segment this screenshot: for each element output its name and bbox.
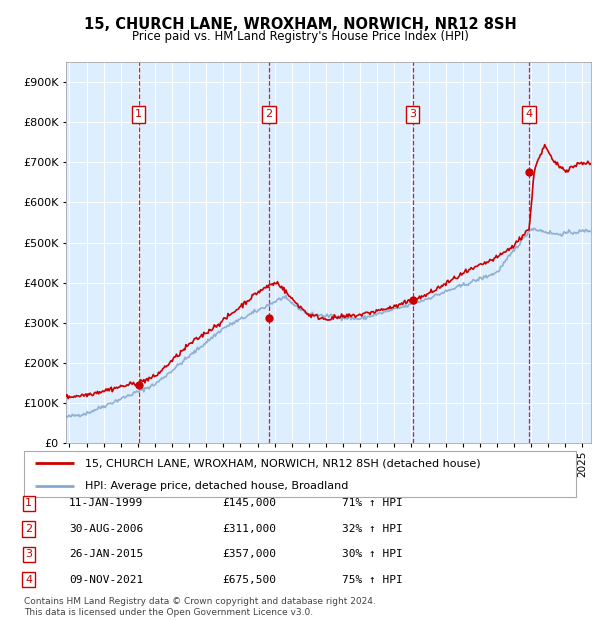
Text: HPI: Average price, detached house, Broadland: HPI: Average price, detached house, Broa… xyxy=(85,480,348,490)
Text: 30% ↑ HPI: 30% ↑ HPI xyxy=(342,549,403,559)
Text: 75% ↑ HPI: 75% ↑ HPI xyxy=(342,575,403,585)
Text: £311,000: £311,000 xyxy=(222,524,276,534)
Text: 11-JAN-1999: 11-JAN-1999 xyxy=(69,498,143,508)
Text: 3: 3 xyxy=(25,549,32,559)
Text: 1: 1 xyxy=(25,498,32,508)
Text: 15, CHURCH LANE, WROXHAM, NORWICH, NR12 8SH: 15, CHURCH LANE, WROXHAM, NORWICH, NR12 … xyxy=(83,17,517,32)
Text: 71% ↑ HPI: 71% ↑ HPI xyxy=(342,498,403,508)
Text: £357,000: £357,000 xyxy=(222,549,276,559)
Text: 2: 2 xyxy=(25,524,32,534)
Text: 32% ↑ HPI: 32% ↑ HPI xyxy=(342,524,403,534)
Text: 1: 1 xyxy=(135,109,142,119)
Text: 30-AUG-2006: 30-AUG-2006 xyxy=(69,524,143,534)
Text: 3: 3 xyxy=(409,109,416,119)
Text: £675,500: £675,500 xyxy=(222,575,276,585)
Text: 4: 4 xyxy=(25,575,32,585)
Text: 2: 2 xyxy=(265,109,272,119)
Text: 4: 4 xyxy=(525,109,532,119)
Text: 09-NOV-2021: 09-NOV-2021 xyxy=(69,575,143,585)
Text: 15, CHURCH LANE, WROXHAM, NORWICH, NR12 8SH (detached house): 15, CHURCH LANE, WROXHAM, NORWICH, NR12 … xyxy=(85,458,481,468)
Text: 26-JAN-2015: 26-JAN-2015 xyxy=(69,549,143,559)
Text: Contains HM Land Registry data © Crown copyright and database right 2024.
This d: Contains HM Land Registry data © Crown c… xyxy=(24,598,376,617)
Text: Price paid vs. HM Land Registry's House Price Index (HPI): Price paid vs. HM Land Registry's House … xyxy=(131,30,469,43)
Text: £145,000: £145,000 xyxy=(222,498,276,508)
